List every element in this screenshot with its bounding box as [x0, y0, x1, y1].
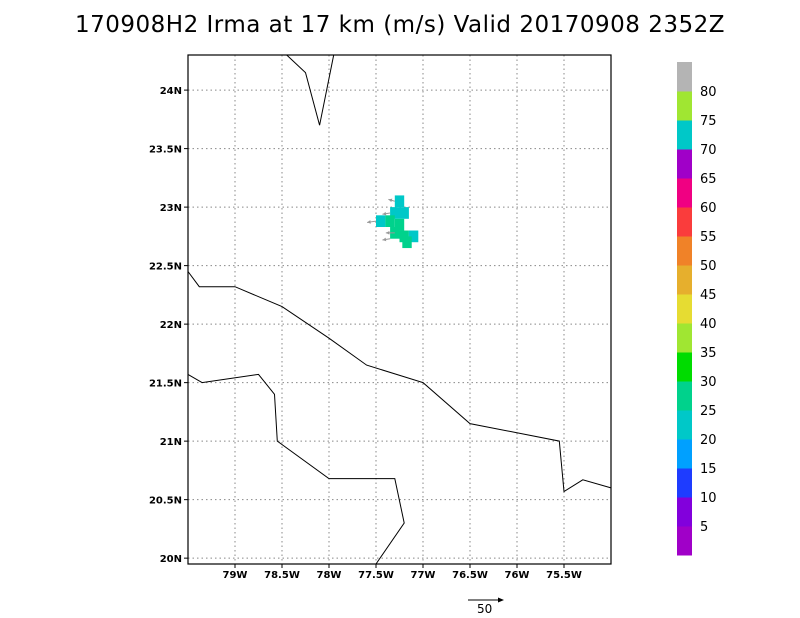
wind-speed-cell: [399, 207, 409, 219]
colorbar-label: 25: [700, 404, 717, 419]
colorbar-label: 40: [700, 317, 717, 332]
colorbar-label: 60: [700, 201, 717, 216]
colorbar-label: 75: [700, 114, 717, 129]
colorbar-label: 55: [700, 230, 717, 245]
colorbar-segment: [677, 439, 692, 469]
reference-vector-label: 50: [477, 602, 492, 616]
latitude-tick-label: 20.5N: [149, 496, 182, 507]
longitude-tick-label: 75.5W: [546, 570, 582, 581]
reference-vector: 50: [468, 597, 504, 616]
longitude-tick-label: 78W: [317, 570, 342, 581]
colorbar-label: 70: [700, 143, 717, 158]
wind-speed-cell: [402, 236, 412, 249]
grid-lines: [188, 55, 611, 564]
colorbar-segment: [677, 120, 692, 150]
latitude-tick-label: 21N: [160, 437, 182, 448]
wind-vector-head: [385, 231, 390, 235]
latitude-tick-label: 23N: [160, 203, 182, 214]
colorbar-segment: [677, 410, 692, 440]
latitude-tick-label: 21.5N: [149, 379, 182, 390]
latitude-tick-label: 20N: [160, 554, 182, 565]
longitude-tick-label: 78.5W: [264, 570, 300, 581]
colorbar-label: 20: [700, 433, 717, 448]
longitude-tick-labels: 79W 78.5W 78W 77.5W 77W 76.5W 76W 75.5W: [223, 564, 582, 581]
colorbar-segment: [677, 352, 692, 382]
latitude-tick-label: 23.5N: [149, 145, 182, 156]
latitude-tick-labels: 20N 20.5N 21N 21.5N 22N 22.5N 23N 23.5N 24N: [149, 86, 188, 565]
wind-speed-cell: [376, 215, 386, 228]
colorbar-segment: [677, 236, 692, 266]
wind-speed-cell: [394, 218, 405, 231]
wind-speed-cell: [390, 207, 400, 219]
colorbar-segment: [677, 178, 692, 208]
map-title: 170908H2 Irma at 17 km (m/s) Valid 20170…: [74, 12, 725, 38]
colorbar-label: 45: [700, 288, 717, 303]
coastline: [286, 54, 335, 126]
colorbar-label: 65: [700, 172, 717, 187]
wind-speed-cell: [408, 230, 419, 243]
colorbar-label: 30: [700, 375, 717, 390]
map-frame: [187, 54, 612, 565]
wind-vector-head: [367, 220, 371, 224]
colorbar-segment: [677, 468, 692, 498]
wind-vector-head: [382, 237, 387, 242]
wind-vector-head: [382, 211, 387, 216]
wind-vector-head: [388, 198, 393, 203]
colorbar-label: 15: [700, 462, 717, 477]
longitude-tick-label: 79W: [223, 570, 248, 581]
longitude-tick-label: 76.5W: [452, 570, 488, 581]
colorbar-segment: [677, 62, 692, 92]
latitude-tick-label: 24N: [160, 86, 182, 97]
colorbar-segment: [677, 294, 692, 324]
latitude-tick-label: 22.5N: [149, 262, 182, 273]
colorbar-segment: [677, 497, 692, 527]
colorbar-segment: [677, 526, 692, 556]
wind-speed-cell: [394, 195, 405, 208]
color-legend: 5 10 15 20 25 30 35 40 45 50 55 60 65 70 75 80: [677, 62, 717, 556]
longitude-tick-label: 76W: [505, 570, 530, 581]
colorbar-label: 10: [700, 491, 717, 506]
wind-speed-cell: [385, 215, 395, 228]
colorbar-segment: [677, 323, 692, 353]
colorbar-label: 35: [700, 346, 717, 361]
colorbar-segment: [677, 149, 692, 179]
colorbar-segment: [677, 207, 692, 237]
wind-speed-cells: [376, 195, 419, 249]
longitude-tick-label: 77.5W: [358, 570, 394, 581]
longitude-tick-label: 77W: [411, 570, 436, 581]
colorbar-segment: [677, 91, 692, 121]
colorbar-segment: [677, 265, 692, 295]
coastlines: [187, 54, 612, 565]
colorbar-segment: [677, 381, 692, 411]
wind-vectors: [366, 198, 395, 242]
coastline: [187, 271, 612, 493]
colorbar-label: 80: [700, 85, 717, 100]
colorbar-label: 5: [700, 520, 708, 535]
latitude-tick-label: 22N: [160, 320, 182, 331]
colorbar-label: 50: [700, 259, 717, 274]
coastline: [187, 373, 405, 565]
